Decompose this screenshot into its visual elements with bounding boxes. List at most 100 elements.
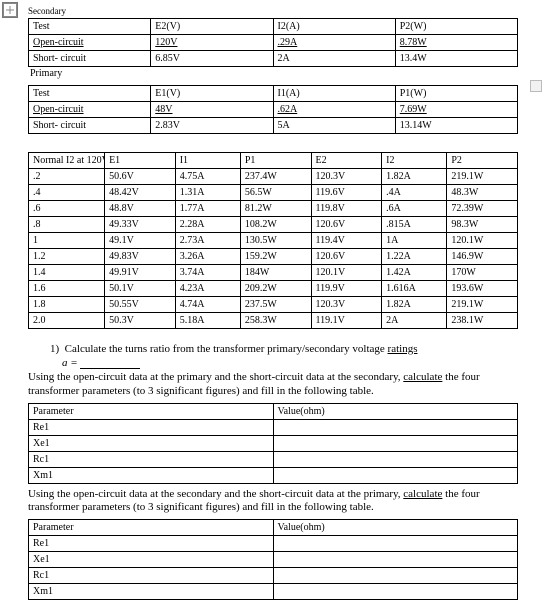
table-cell: 2A: [382, 313, 447, 329]
table-cell: Short- circuit: [29, 118, 151, 134]
col-header: E2: [311, 153, 382, 169]
scroll-marker: [530, 80, 542, 92]
table-cell: 130.5W: [240, 233, 311, 249]
table-cell: 81.2W: [240, 201, 311, 217]
table-normal: Normal I2 at 120VE1I1P1E2I2P2.250.6V4.75…: [28, 152, 518, 329]
col-header: Parameter: [29, 403, 274, 419]
table-cell: 108.2W: [240, 217, 311, 233]
param-value: [273, 419, 518, 435]
table-cell: .6A: [382, 201, 447, 217]
table-cell: 3.26A: [175, 249, 240, 265]
table-cell: 50.55V: [105, 297, 176, 313]
param-value: [273, 536, 518, 552]
table-cell: 13.14W: [395, 118, 517, 134]
table-cell: 120.1W: [447, 233, 518, 249]
table-cell: .2: [29, 169, 105, 185]
table-cell: 219.1W: [447, 169, 518, 185]
param-value: [273, 552, 518, 568]
table-cell: 237.4W: [240, 169, 311, 185]
table-cell: 258.3W: [240, 313, 311, 329]
col-header: I1(A): [273, 86, 395, 102]
table-cell: 5A: [273, 118, 395, 134]
col-header: E1(V): [151, 86, 273, 102]
param-name: Re1: [29, 419, 274, 435]
table-cell: 2.73A: [175, 233, 240, 249]
table-cell: 1: [29, 233, 105, 249]
table-cell: 209.2W: [240, 281, 311, 297]
col-header: Test: [29, 19, 151, 35]
question-1: 1) Calculate the turns ratio from the tr…: [50, 343, 522, 355]
table-cell: 2.28A: [175, 217, 240, 233]
param-name: Xe1: [29, 435, 274, 451]
table-cell: 2.0: [29, 313, 105, 329]
table-cell: 1.82A: [382, 297, 447, 313]
col-header: Value(ohm): [273, 403, 518, 419]
table-secondary: TestE2(V)I2(A)P2(W)Open-circuit120V.29A8…: [28, 18, 518, 67]
table-cell: 1.77A: [175, 201, 240, 217]
table-cell: 1.4: [29, 265, 105, 281]
table-cell: 219.1W: [447, 297, 518, 313]
table-cell: 3.74A: [175, 265, 240, 281]
param-value: [273, 451, 518, 467]
col-header: Normal I2 at 120V: [29, 153, 105, 169]
table-cell: 56.5W: [240, 185, 311, 201]
param-value: [273, 584, 518, 600]
param-name: Rc1: [29, 568, 274, 584]
table-cell: 1.616A: [382, 281, 447, 297]
table-cell: 120.3V: [311, 169, 382, 185]
table-cell: 119.1V: [311, 313, 382, 329]
table-cell: .4: [29, 185, 105, 201]
table-cell: .29A: [273, 35, 395, 51]
table-cell: 1.6: [29, 281, 105, 297]
table-cell: 7.69W: [395, 102, 517, 118]
table-cell: 49.91V: [105, 265, 176, 281]
table-cell: 4.23A: [175, 281, 240, 297]
col-header: I2(A): [273, 19, 395, 35]
table-cell: 1.42A: [382, 265, 447, 281]
col-header: E2(V): [151, 19, 273, 35]
table-cell: 49.1V: [105, 233, 176, 249]
col-header: I1: [175, 153, 240, 169]
table-cell: 50.6V: [105, 169, 176, 185]
table-cell: .6: [29, 201, 105, 217]
table-cell: 120.6V: [311, 217, 382, 233]
label-primary: Primary: [30, 68, 522, 79]
table-cell: 98.3W: [447, 217, 518, 233]
table-cell: 120.6V: [311, 249, 382, 265]
table-cell: 119.6V: [311, 185, 382, 201]
param-name: Xm1: [29, 467, 274, 483]
col-header: P2: [447, 153, 518, 169]
col-header: P1(W): [395, 86, 517, 102]
table-cell: 13.4W: [395, 51, 517, 67]
table-cell: .62A: [273, 102, 395, 118]
table-cell: 48.42V: [105, 185, 176, 201]
table-cell: 193.6W: [447, 281, 518, 297]
table-cell: 50.1V: [105, 281, 176, 297]
expand-icon: [2, 2, 18, 18]
table-cell: 5.18A: [175, 313, 240, 329]
param-name: Re1: [29, 536, 274, 552]
table-cell: 72.39W: [447, 201, 518, 217]
table-param-2: ParameterValue(ohm)Re1Xe1Rc1Xm1: [28, 519, 518, 600]
table-cell: 1.31A: [175, 185, 240, 201]
table-cell: 146.9W: [447, 249, 518, 265]
table-cell: 237.5W: [240, 297, 311, 313]
table-cell: 4.74A: [175, 297, 240, 313]
table-cell: Open-circuit: [29, 102, 151, 118]
col-header: P1: [240, 153, 311, 169]
table-cell: 1.22A: [382, 249, 447, 265]
table-cell: 48.3W: [447, 185, 518, 201]
table-cell: .8: [29, 217, 105, 233]
param-name: Rc1: [29, 451, 274, 467]
param-value: [273, 467, 518, 483]
table-cell: 2.83V: [151, 118, 273, 134]
table-cell: 120.1V: [311, 265, 382, 281]
table-cell: 1.8: [29, 297, 105, 313]
col-header: I2: [382, 153, 447, 169]
table-cell: 119.4V: [311, 233, 382, 249]
table-cell: 2A: [273, 51, 395, 67]
table-cell: Short- circuit: [29, 51, 151, 67]
para-2: Using the open-circuit data at the secon…: [28, 488, 522, 516]
table-cell: 184W: [240, 265, 311, 281]
col-header: E1: [105, 153, 176, 169]
